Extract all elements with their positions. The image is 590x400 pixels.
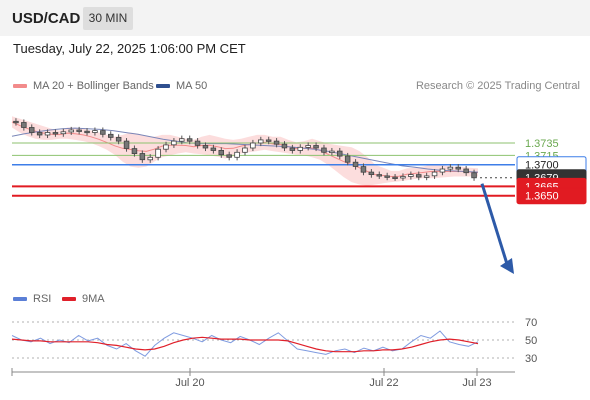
- candle-body: [226, 154, 232, 158]
- candle-body: [392, 176, 398, 180]
- candle-body: [297, 146, 303, 151]
- forecast-arrow-shaft: [480, 183, 509, 265]
- candle-body: [202, 145, 209, 149]
- level-label-1-3735: 1.3735: [525, 138, 559, 150]
- candle-body: [360, 166, 367, 173]
- legend-ma20: MA 20 + Bollinger Bands: [13, 80, 154, 92]
- level-label-1-3700: 1.3700: [525, 160, 559, 172]
- candle-body: [455, 166, 461, 170]
- candle-body: [273, 140, 280, 145]
- candle-body: [242, 147, 248, 153]
- legend-9ma: 9MA: [62, 293, 105, 305]
- candle-body: [28, 127, 35, 133]
- candle-body: [265, 139, 272, 142]
- legend-rsi-label: RSI: [33, 293, 52, 305]
- candle-body: [289, 147, 296, 151]
- chart-datetime: Tuesday, July 22, 2025 1:06:00 PM CET: [13, 41, 246, 56]
- candle-body: [439, 168, 446, 173]
- candle-body: [281, 143, 288, 149]
- 9ma-swatch: [62, 297, 76, 302]
- candle-body: [305, 145, 311, 148]
- ma50-swatch: [156, 84, 170, 89]
- candle-body: [352, 161, 359, 167]
- candle-body: [92, 130, 98, 133]
- rsi-9ma-line: [11, 336, 479, 353]
- candle-body: [108, 133, 114, 138]
- candle-body: [408, 174, 414, 177]
- candle-body: [376, 174, 382, 177]
- candle-body: [423, 175, 430, 178]
- candle-body: [84, 130, 90, 134]
- ma50-line: [11, 127, 479, 173]
- candle-body: [344, 155, 351, 163]
- candle-body: [463, 168, 469, 174]
- rsi-tick-70: 70: [525, 317, 537, 329]
- rsi-line: [11, 330, 479, 357]
- rsi-tick-50: 50: [525, 335, 537, 347]
- candle-body: [368, 171, 375, 176]
- rsi-tick-30: 30: [525, 353, 537, 365]
- legend-ma50: MA 50: [156, 80, 207, 92]
- credit-text: Research © 2025 Trading Central: [415, 80, 580, 92]
- candle-body: [163, 144, 169, 150]
- legend-9ma-label: 9MA: [82, 293, 105, 305]
- candle-body: [60, 131, 67, 135]
- candle-body: [52, 132, 59, 135]
- level-label-1-3650: 1.3650: [525, 191, 559, 203]
- candle-body: [447, 166, 454, 170]
- timeframe-button[interactable]: 30 MIN: [83, 7, 133, 30]
- candle-body: [431, 171, 438, 177]
- candle-body: [131, 148, 138, 155]
- legend-rsi: RSI: [13, 293, 51, 305]
- candle-body: [178, 138, 185, 142]
- candle-body: [36, 132, 43, 136]
- candle-body: [257, 139, 264, 144]
- x-label-0: Jul 20: [175, 377, 204, 389]
- candle-body: [115, 136, 122, 142]
- candle-body: [76, 129, 82, 132]
- x-label-1: Jul 22: [369, 377, 398, 389]
- legend-ma50-label: MA 50: [176, 80, 208, 92]
- candle-body: [329, 150, 335, 154]
- candle-body: [186, 138, 193, 142]
- candle-body: [210, 147, 217, 151]
- candle-body: [400, 176, 406, 179]
- x-label-2: Jul 23: [462, 377, 491, 389]
- ma20-swatch: [13, 84, 27, 89]
- candle-body: [471, 172, 477, 179]
- candle-body: [44, 132, 51, 136]
- candle-body: [384, 175, 390, 178]
- candle-body: [21, 122, 27, 128]
- candle-body: [155, 148, 161, 158]
- symbol-title: USD/CAD: [12, 10, 81, 27]
- candle-body: [139, 153, 146, 161]
- candle-body: [218, 149, 224, 156]
- legend-ma20-label: MA 20 + Bollinger Bands: [33, 80, 154, 92]
- level-label-1-3650-bg: [516, 187, 587, 205]
- candle-body: [336, 150, 343, 157]
- candle-body: [13, 120, 19, 124]
- candle-body: [100, 130, 106, 135]
- candle-body: [123, 140, 130, 149]
- candle-body: [147, 156, 153, 161]
- candle-body: [415, 174, 422, 178]
- candle-body: [234, 151, 240, 158]
- candle-body: [194, 140, 201, 146]
- candle-body: [171, 140, 177, 146]
- candle-body: [250, 142, 256, 149]
- rsi-swatch: [13, 297, 27, 302]
- candle-body: [68, 129, 75, 133]
- candle-body: [313, 145, 319, 149]
- candle-body: [321, 147, 327, 153]
- forecast-arrow-head: [500, 258, 514, 274]
